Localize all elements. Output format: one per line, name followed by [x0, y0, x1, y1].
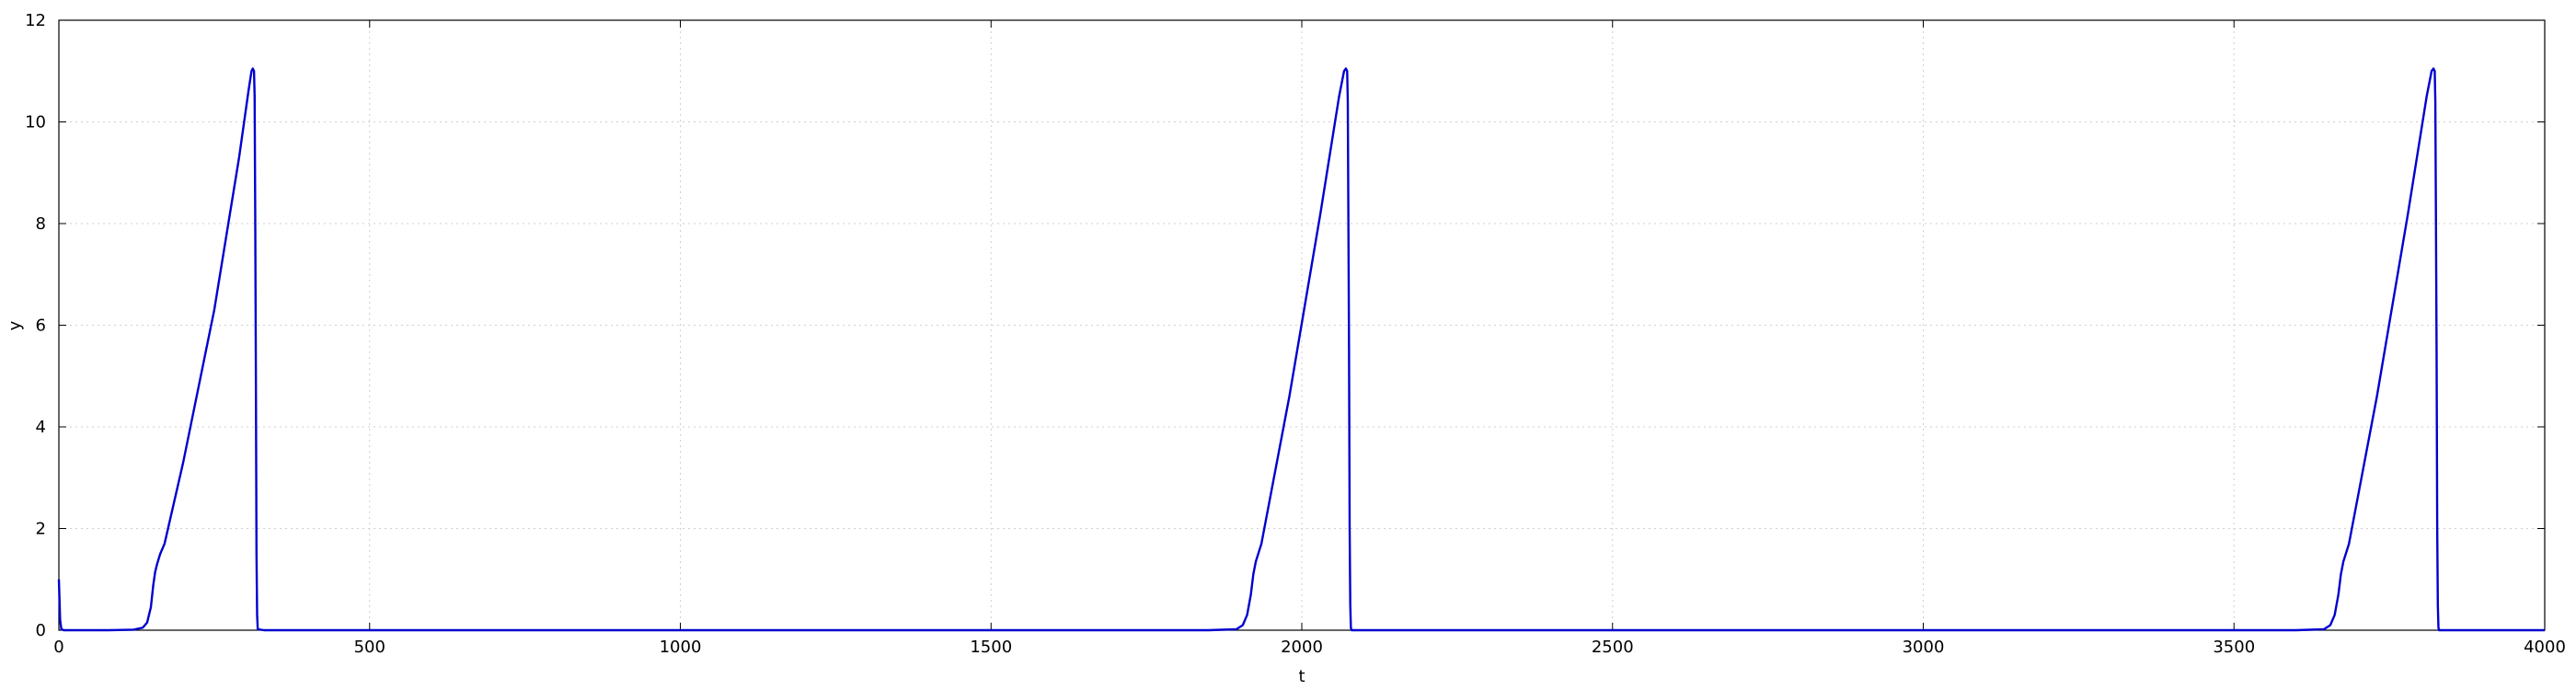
x-tick-label: 500	[354, 638, 385, 657]
axis-ticks: 0 500 1000 1500 2000 2500 3000 3500 4000 0 2 4 6 8 10 1…	[25, 11, 2566, 657]
series	[57, 67, 2545, 632]
x-tick-label: 2500	[1592, 638, 1634, 657]
y-tick-label: 8	[36, 214, 46, 234]
x-tick-label: 1500	[970, 638, 1012, 657]
x-tick-label: 0	[53, 638, 63, 657]
y-tick-label: 2	[36, 520, 46, 539]
y-tick-label: 10	[25, 113, 46, 132]
y-tick-label: 6	[36, 316, 46, 336]
y-tick-label: 12	[25, 11, 46, 30]
x-tick-label: 3500	[2213, 638, 2255, 657]
x-tick-label: 1000	[660, 638, 702, 657]
series-line-0	[57, 67, 2545, 632]
x-axis-label: t	[1298, 667, 1305, 686]
x-tick-label: 3000	[1903, 638, 1945, 657]
y-axis-label: y	[6, 320, 25, 330]
x-tick-label: 2000	[1281, 638, 1323, 657]
y-tick-label: 4	[36, 418, 46, 437]
y-tick-label: 0	[36, 621, 46, 640]
x-tick-label: 4000	[2524, 638, 2566, 657]
